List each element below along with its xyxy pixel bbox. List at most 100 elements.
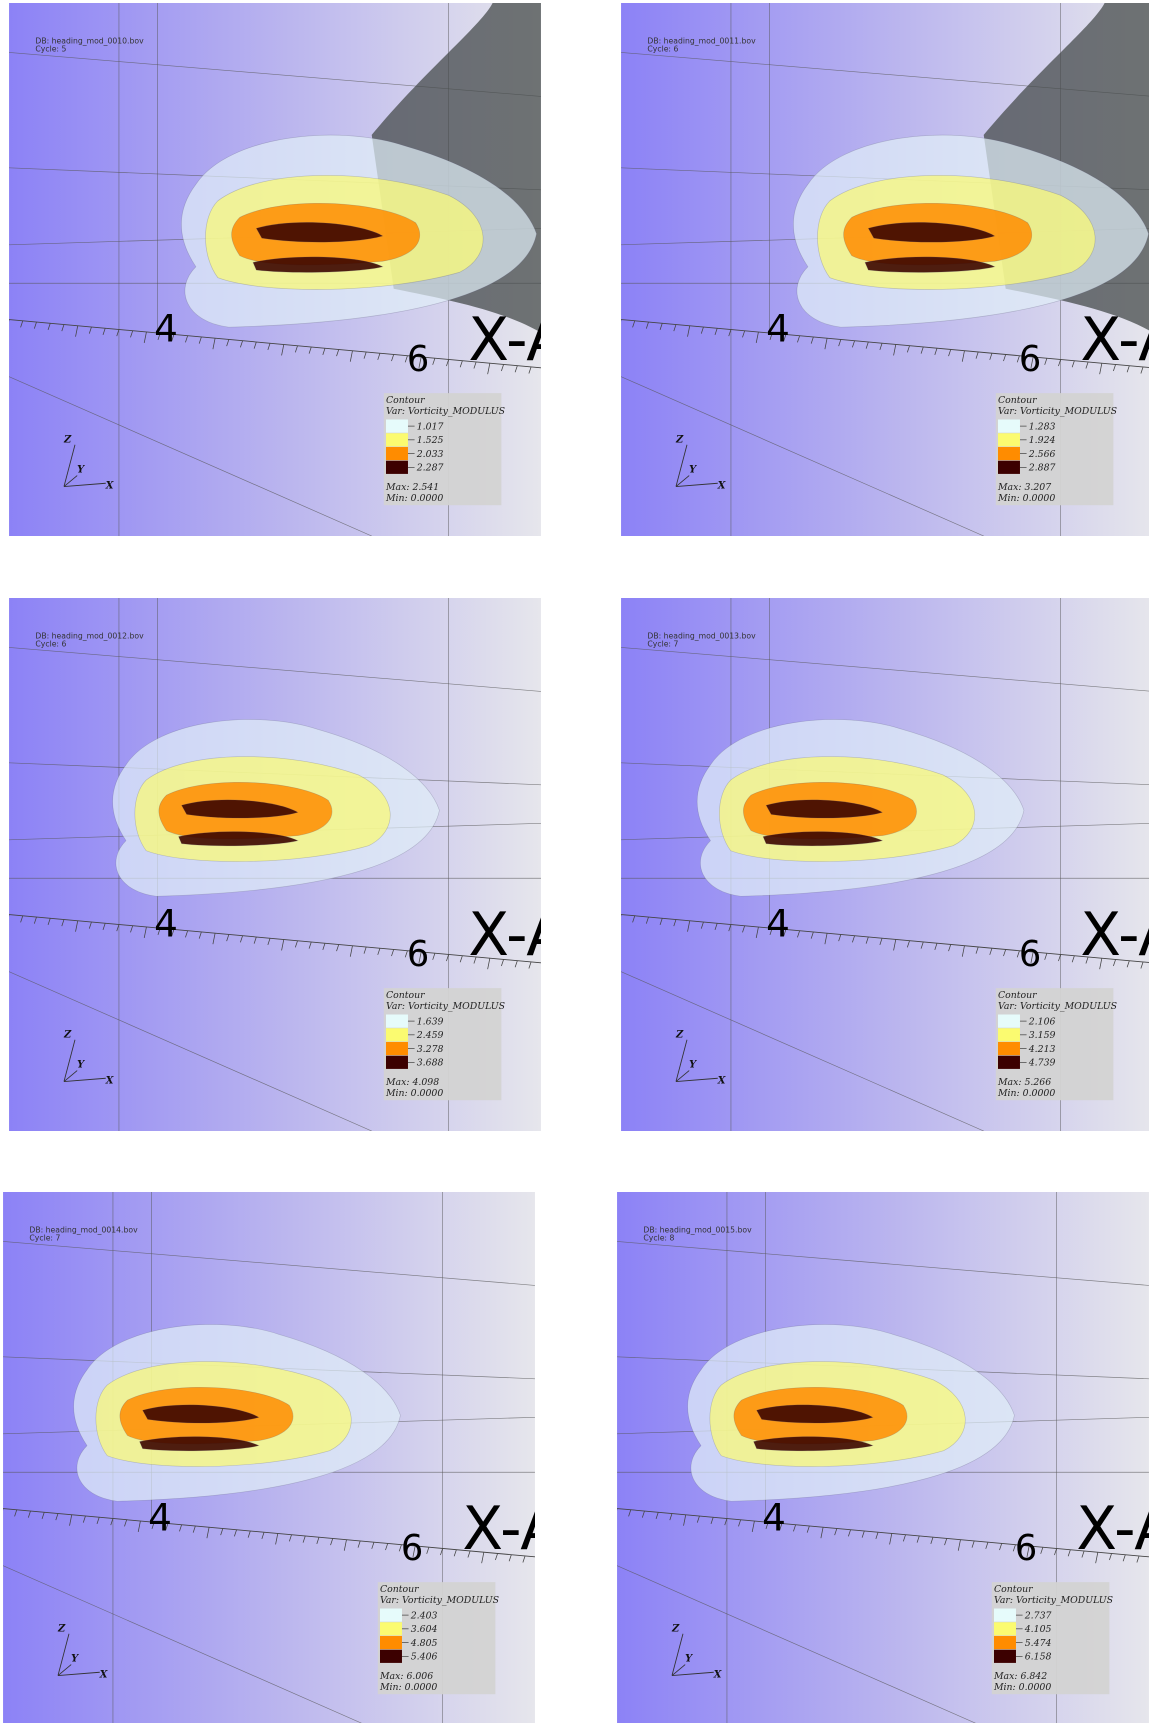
grid-line	[617, 1565, 976, 1723]
grid-line	[9, 647, 541, 692]
axis-tick	[522, 1555, 526, 1563]
axis-tick	[234, 1529, 237, 1537]
axis-tick	[240, 340, 243, 348]
axis-tick	[1113, 364, 1116, 372]
axis-tick	[783, 929, 787, 937]
x-axis-line	[617, 1508, 1149, 1558]
legend-swatch	[385, 1014, 408, 1028]
axis-tick	[61, 324, 65, 332]
axis-tick	[632, 915, 636, 923]
triad-label: Y	[71, 1653, 79, 1664]
triad-label: Z	[675, 1030, 684, 1041]
axis-tick	[838, 339, 842, 347]
axis-tick	[1044, 953, 1048, 960]
legend-min: Min: 0.0000	[997, 1088, 1055, 1099]
axis-tick	[495, 1553, 498, 1561]
axis-tick	[253, 341, 257, 349]
axis-tick	[628, 1509, 632, 1517]
iso-surface	[112, 719, 440, 897]
axis-tick	[948, 349, 952, 357]
contour-layer	[756, 1404, 874, 1424]
legend-swatch	[379, 1649, 402, 1663]
axis-tick	[714, 923, 718, 930]
axis-tick	[171, 334, 175, 342]
axis-tick	[975, 946, 979, 954]
axis-tick	[742, 925, 746, 933]
axis-tick	[1136, 1555, 1140, 1563]
triad-axis	[57, 1633, 70, 1676]
legend-var: Var: Vorticity_MODULUS	[998, 406, 1117, 417]
axis-tick	[55, 1513, 59, 1521]
contour-layer	[178, 831, 299, 847]
axis-tick	[96, 1517, 100, 1524]
axis-tick	[1003, 354, 1007, 362]
axis-tick	[467, 1550, 471, 1558]
axis-tick	[412, 1545, 416, 1558]
axis-tick	[426, 1547, 430, 1554]
axis-tick	[69, 1514, 73, 1526]
legend-max: Max: 2.541	[385, 482, 439, 493]
db-name: DB: heading_mod_0013.bov	[647, 632, 756, 641]
axis-tick	[377, 353, 381, 360]
axis-tick	[88, 326, 92, 334]
axis-tick	[948, 944, 952, 952]
axis-tick	[944, 1538, 948, 1546]
axis-tick	[1030, 356, 1034, 369]
axis-tick	[14, 1509, 18, 1517]
legend-max: Max: 5.266	[997, 1077, 1051, 1088]
axis-tick	[934, 943, 938, 950]
axis-tick	[440, 1548, 444, 1556]
axis-tick	[971, 1540, 975, 1548]
legend-min: Min: 0.0000	[385, 493, 443, 504]
axis-tick	[143, 331, 147, 344]
legend-swatch	[993, 1608, 1016, 1622]
axis-tick	[308, 346, 312, 354]
axis-tick	[930, 1537, 934, 1544]
legend-swatch	[385, 433, 408, 447]
triad-label: Y	[689, 464, 697, 475]
axis-tick	[281, 939, 285, 951]
axis-tick	[185, 335, 188, 343]
legend-level: 4.805	[410, 1638, 438, 1649]
axis-tick	[1030, 951, 1034, 964]
axis-tick	[779, 1523, 783, 1531]
legend-swatch	[385, 1028, 408, 1042]
x-axis-line	[621, 319, 1149, 368]
axis-tick	[645, 321, 649, 329]
grid-line	[621, 647, 1149, 692]
axis-tick	[487, 958, 491, 970]
axis-tick	[151, 1522, 155, 1529]
triad-axis	[63, 482, 106, 487]
axis-tick	[385, 1543, 389, 1551]
axis-tick	[418, 356, 422, 369]
legend-level: 4.105	[1024, 1624, 1052, 1635]
axis-tick	[336, 349, 340, 357]
axis-tick	[130, 330, 134, 338]
axis-tick-label: 4	[766, 306, 790, 350]
legend-swatch	[385, 1055, 408, 1069]
axis-tick	[501, 364, 504, 372]
axis-tick	[47, 323, 51, 330]
axis-tick	[322, 943, 326, 950]
triad-label: X	[105, 1076, 114, 1087]
axis-tick	[961, 945, 965, 957]
axis-tick	[797, 335, 800, 343]
axis-tick	[824, 338, 828, 350]
axis-tick	[102, 923, 106, 930]
axis-tick	[999, 1543, 1003, 1551]
legend-min: Min: 0.0000	[997, 493, 1055, 504]
axis-tick-label: 6	[401, 1528, 423, 1569]
contour-layer	[142, 1404, 260, 1424]
legend-var: Var: Vorticity_MODULUS	[994, 1595, 1113, 1606]
legend-var: Var: Vorticity_MODULUS	[998, 1001, 1117, 1012]
triad-axis	[675, 1039, 688, 1082]
contour-layer	[252, 256, 384, 273]
axis-tick	[1058, 359, 1062, 367]
triad-label: Y	[77, 1059, 85, 1070]
axis-tick	[398, 1544, 402, 1552]
axis-tick	[879, 343, 883, 350]
axis-tick	[700, 921, 704, 929]
